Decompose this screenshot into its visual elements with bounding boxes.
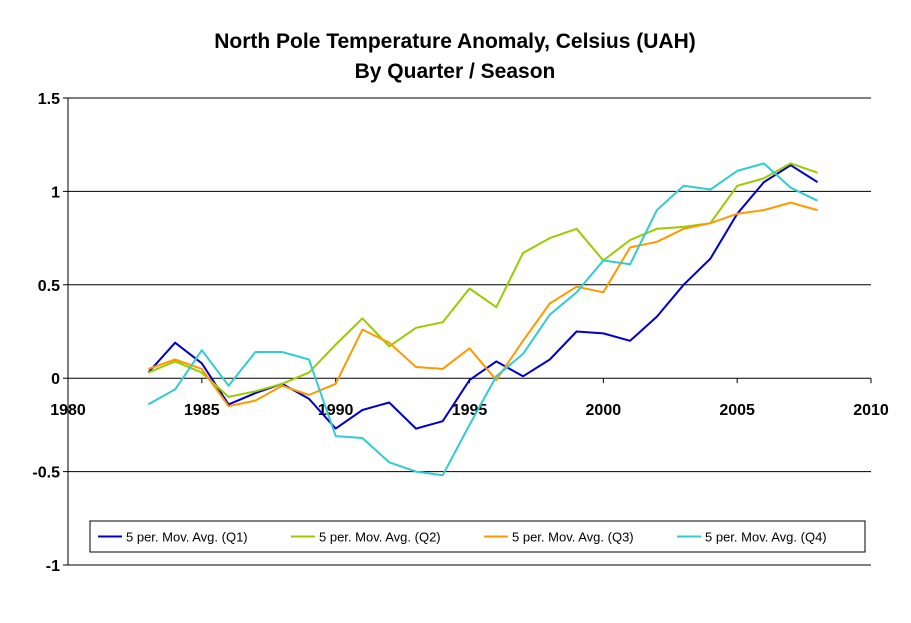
x-tick-label: 2005 (719, 402, 755, 419)
y-tick-label: -1 (46, 558, 60, 575)
series-line-q1 (147, 164, 819, 430)
gridlines (68, 97, 871, 566)
y-tick-label: -0.5 (32, 465, 60, 482)
y-tick-label: 1 (51, 184, 60, 201)
y-tick-label: 0.5 (38, 278, 60, 295)
x-tick-label: 2010 (853, 402, 889, 419)
legend-label-q2: 5 per. Mov. Avg. (Q2) (319, 530, 441, 545)
chart-subtitle: By Quarter / Season (355, 60, 556, 83)
chart-title: North Pole Temperature Anomaly, Celsius … (214, 30, 696, 53)
series-lines (147, 162, 819, 477)
x-tick-label: 2000 (586, 402, 622, 419)
y-tick-label: 0 (51, 371, 60, 388)
x-tick-label: 1990 (318, 402, 354, 419)
legend-box (89, 520, 866, 553)
series-line-q4 (147, 162, 818, 477)
legend: 5 per. Mov. Avg. (Q1) 5 per. Mov. Avg. (Q… (89, 520, 866, 553)
axes: 1.5 1 0.5 0 -0.5 -1 1980 1985 1990 1995 2000 2005 20… (32, 91, 888, 575)
y-tick-label: 1.5 (38, 91, 60, 108)
legend-label-q1: 5 per. Mov. Avg. (Q1) (126, 530, 248, 545)
x-tick-label: 1980 (50, 402, 86, 419)
legend-label-q3: 5 per. Mov. Avg. (Q3) (512, 530, 634, 545)
series-line-q3 (147, 201, 818, 408)
x-tick-label: 1985 (184, 402, 220, 419)
legend-label-q4: 5 per. Mov. Avg. (Q4) (705, 530, 827, 545)
x-tick-label: 1995 (452, 402, 488, 419)
